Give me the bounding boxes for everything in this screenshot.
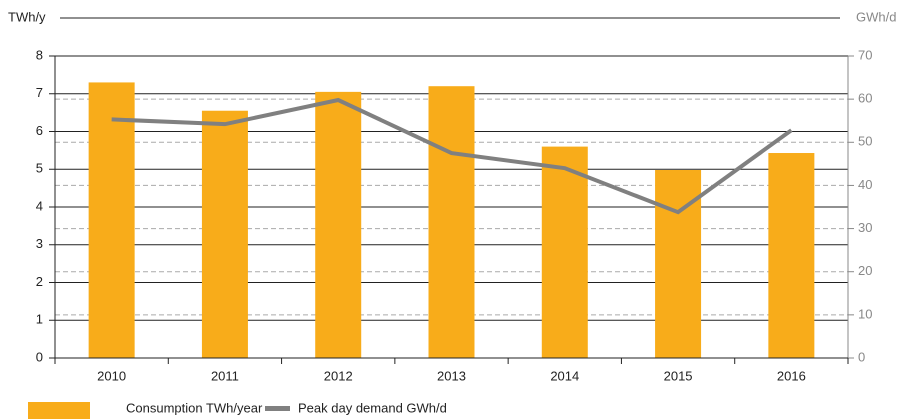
y-tick-label: 4 [36,198,43,213]
x-tick-label: 2013 [437,368,466,383]
y-tick-label: 1 [36,312,43,327]
y-tick-label: 8 [36,47,43,62]
bar [201,110,248,358]
x-tick-label: 2014 [550,368,579,383]
y2-tick-label: 30 [858,220,872,235]
bar [88,82,135,359]
x-tick-label: 2016 [777,368,806,383]
legend-label: Consumption TWh/year [126,400,263,415]
x-tick-label: 2011 [211,368,239,383]
x-tick-label: 2015 [664,368,693,383]
x-tick-label: 2012 [324,368,353,383]
y-tick-label: 3 [36,236,43,251]
legend-swatch [265,406,290,411]
y-axis-label: TWh/y [8,9,46,24]
bar [428,86,475,358]
y-tick-label: 6 [36,123,43,138]
y2-tick-label: 60 [858,91,872,106]
y2-axis-label: GWh/d [856,9,896,24]
y-tick-label: 0 [36,349,43,364]
bar [768,153,815,358]
y2-tick-label: 70 [858,47,872,62]
y-tick-label: 5 [36,161,43,176]
y2-tick-label: 10 [858,306,872,321]
line [111,97,793,215]
bar [541,146,588,358]
y-tick-label: 7 [36,85,43,100]
y-tick-label: 2 [36,274,43,289]
bar [315,91,362,359]
y2-tick-label: 40 [858,177,872,192]
legend-label: Peak day demand GWh/d [298,400,447,415]
y2-tick-label: 50 [858,134,872,149]
y2-tick-label: 0 [858,349,865,364]
y2-tick-label: 20 [858,263,872,278]
legend-swatch [28,402,90,419]
x-tick-label: 2010 [97,368,126,383]
